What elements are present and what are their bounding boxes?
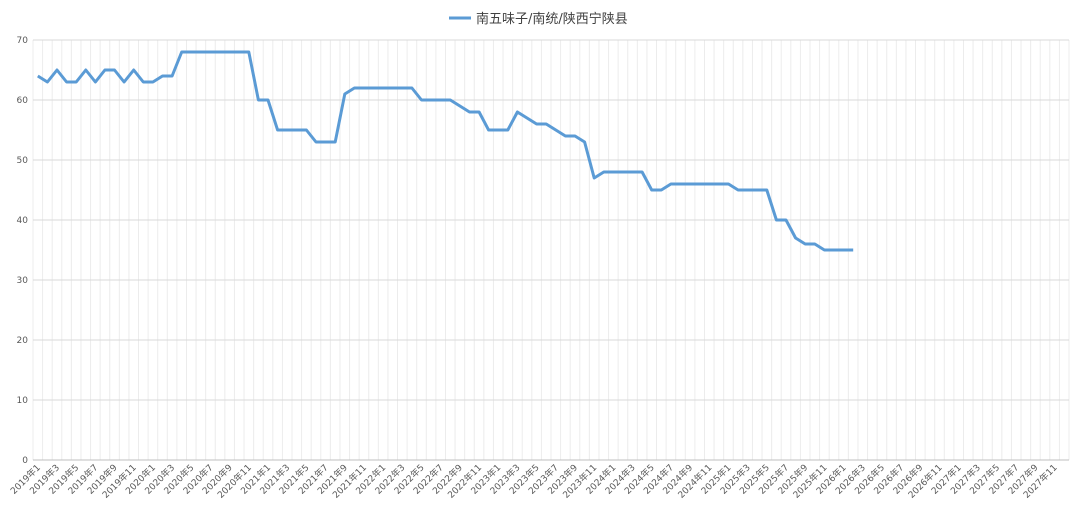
y-tick-label: 10 [17,396,29,406]
series-line [37,50,854,252]
y-tick-label: 20 [17,336,29,346]
y-tick-label: 30 [17,276,29,286]
y-tick-label: 0 [22,456,28,466]
y-tick-label: 70 [17,36,29,46]
legend-label: 南五味子/南统/陕西宁陕县 [476,11,628,27]
y-tick-label: 60 [17,96,29,106]
y-tick-label: 40 [17,216,29,226]
y-tick-label: 50 [17,156,29,166]
